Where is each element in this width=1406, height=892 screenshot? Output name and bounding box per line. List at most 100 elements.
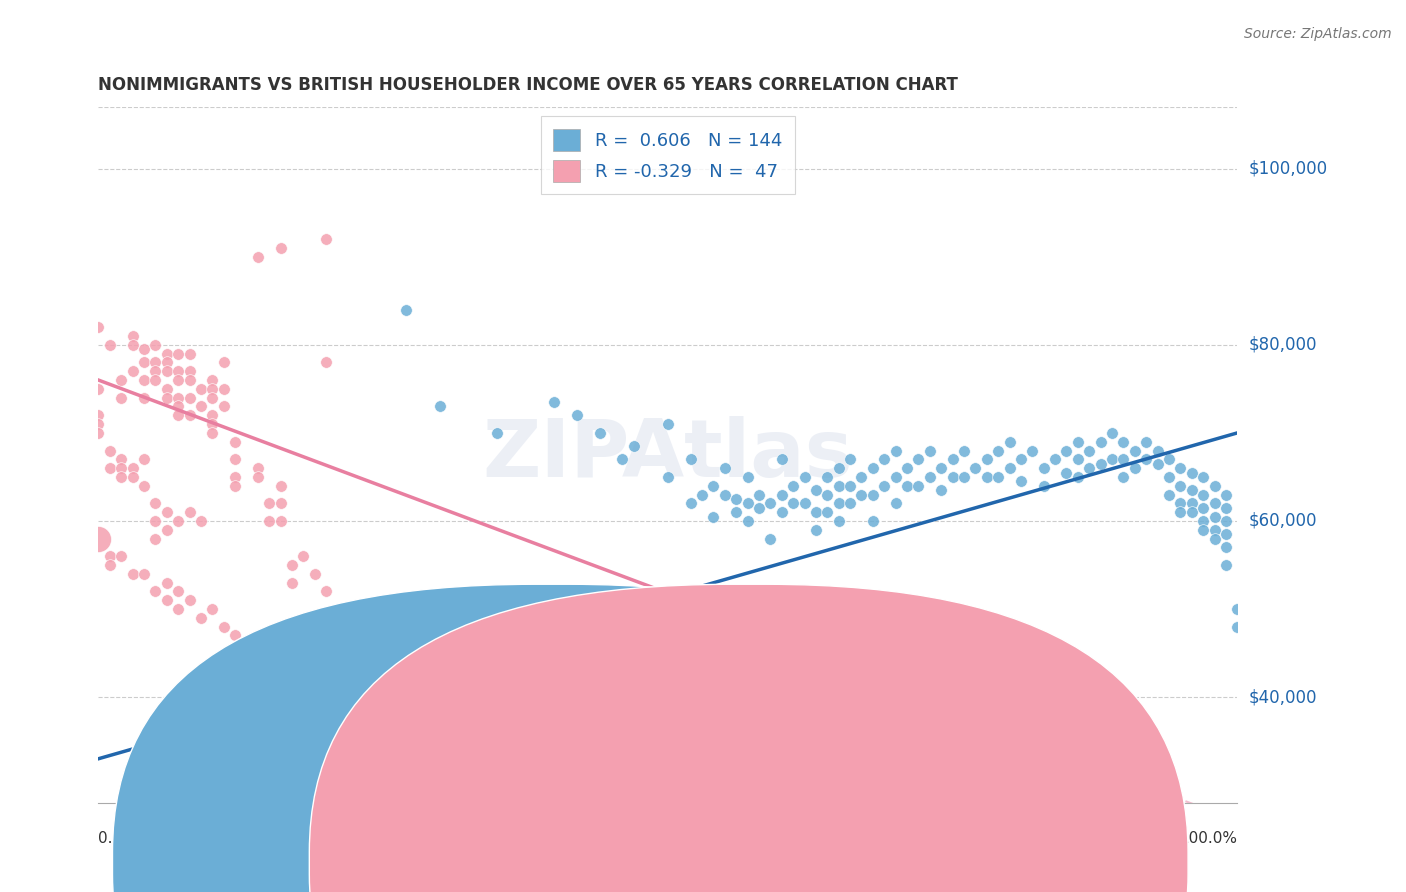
Point — [873, 479, 896, 493]
Point — [156, 505, 179, 519]
Point — [201, 417, 224, 431]
Point — [815, 505, 838, 519]
Point — [179, 505, 201, 519]
Point — [201, 382, 224, 396]
Point — [1226, 620, 1249, 634]
Point — [179, 346, 201, 360]
Point — [793, 496, 815, 510]
Text: 0.0%: 0.0% — [98, 830, 138, 846]
Point — [98, 443, 121, 458]
Point — [145, 364, 167, 378]
Point — [1123, 461, 1146, 475]
Point — [1170, 461, 1192, 475]
Point — [179, 373, 201, 387]
Point — [451, 677, 474, 691]
Point — [1215, 500, 1237, 515]
Point — [1181, 483, 1204, 497]
Point — [1157, 452, 1180, 467]
Point — [1192, 500, 1215, 515]
Point — [110, 452, 132, 467]
Point — [1123, 443, 1146, 458]
Point — [201, 425, 224, 440]
Point — [406, 655, 429, 669]
Point — [953, 470, 976, 484]
Point — [1204, 509, 1226, 524]
Point — [270, 241, 292, 255]
Point — [1135, 434, 1157, 449]
Point — [110, 461, 132, 475]
Point — [839, 496, 862, 510]
Point — [87, 409, 110, 423]
Point — [145, 373, 167, 387]
Point — [576, 632, 599, 647]
Point — [679, 452, 702, 467]
Point — [907, 452, 929, 467]
Point — [1043, 452, 1066, 467]
Point — [1181, 466, 1204, 480]
Point — [121, 470, 143, 484]
Point — [132, 373, 155, 387]
Point — [1135, 452, 1157, 467]
Point — [132, 566, 155, 581]
Point — [87, 417, 110, 431]
Point — [212, 355, 235, 369]
Point — [770, 452, 793, 467]
Point — [440, 673, 463, 687]
Point — [156, 355, 179, 369]
Point — [896, 479, 918, 493]
Point — [463, 690, 485, 705]
Point — [132, 391, 155, 405]
Point — [1112, 452, 1135, 467]
Point — [246, 250, 269, 264]
Point — [167, 584, 190, 599]
Point — [588, 620, 610, 634]
Point — [201, 602, 224, 616]
Point — [1090, 457, 1112, 471]
Point — [156, 523, 179, 537]
Text: $100,000: $100,000 — [1249, 160, 1327, 178]
Text: Nonimmigrants: Nonimmigrants — [583, 852, 711, 870]
Text: 100.0%: 100.0% — [1180, 830, 1237, 846]
Point — [1067, 470, 1090, 484]
Point — [145, 584, 167, 599]
Point — [167, 602, 190, 616]
Point — [828, 496, 851, 510]
Point — [725, 491, 748, 506]
Point — [224, 628, 246, 642]
Point — [782, 479, 804, 493]
Point — [851, 487, 873, 501]
Point — [1192, 487, 1215, 501]
Point — [976, 452, 998, 467]
Point — [145, 496, 167, 510]
Point — [965, 461, 987, 475]
Point — [190, 382, 212, 396]
Point — [167, 346, 190, 360]
Point — [156, 391, 179, 405]
Point — [87, 425, 110, 440]
Point — [156, 364, 179, 378]
Point — [918, 443, 941, 458]
Point — [657, 470, 679, 484]
Point — [690, 487, 713, 501]
Point — [1032, 479, 1054, 493]
Point — [224, 452, 246, 467]
Point — [1067, 434, 1090, 449]
Point — [815, 487, 838, 501]
Point — [1215, 527, 1237, 541]
Point — [167, 391, 190, 405]
Point — [395, 302, 418, 317]
Point — [179, 364, 201, 378]
Point — [1032, 461, 1054, 475]
Point — [110, 470, 132, 484]
Point — [1021, 443, 1043, 458]
Point — [737, 470, 759, 484]
Point — [1215, 558, 1237, 572]
Point — [1170, 505, 1192, 519]
Point — [1192, 523, 1215, 537]
Point — [498, 677, 520, 691]
Point — [804, 483, 827, 497]
Point — [600, 620, 623, 634]
Point — [976, 470, 998, 484]
Point — [270, 514, 292, 528]
Point — [793, 470, 815, 484]
